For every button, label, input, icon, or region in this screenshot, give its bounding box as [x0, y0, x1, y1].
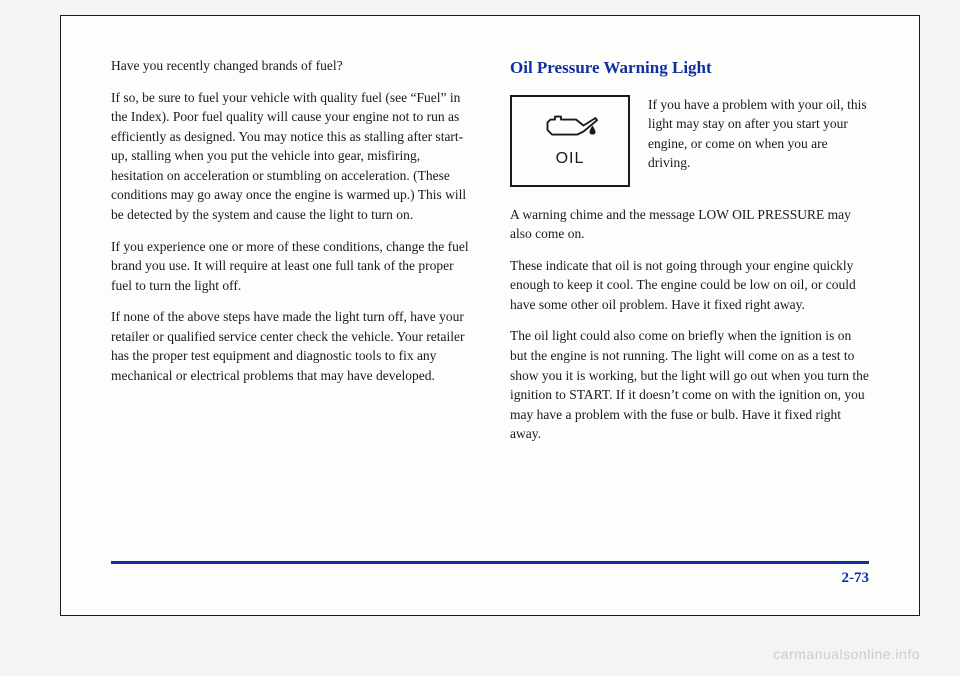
content-columns: Have you recently changed brands of fuel…: [111, 56, 869, 535]
icon-row: OIL If you have a problem with your oil,…: [510, 95, 869, 187]
watermark: carmanualsonline.info: [773, 646, 920, 662]
oil-icon-label: OIL: [556, 147, 585, 170]
section-heading: Oil Pressure Warning Light: [510, 56, 869, 81]
oil-can-icon: [540, 111, 600, 143]
oil-icon-text: If you have a problem with your oil, thi…: [648, 95, 869, 173]
page-footer: 2-73: [111, 561, 869, 587]
left-p1: Have you recently changed brands of fuel…: [111, 56, 470, 76]
page-number: 2-73: [111, 570, 869, 587]
right-column: Oil Pressure Warning Light OIL If you ha…: [510, 56, 869, 535]
right-p1: A warning chime and the message LOW OIL …: [510, 205, 869, 244]
left-p3: If you experience one or more of these c…: [111, 237, 470, 296]
left-column: Have you recently changed brands of fuel…: [111, 56, 470, 535]
right-p2: These indicate that oil is not going thr…: [510, 256, 869, 315]
left-p2: If so, be sure to fuel your vehicle with…: [111, 88, 470, 225]
right-p3: The oil light could also come on briefly…: [510, 326, 869, 443]
oil-icon-box: OIL: [510, 95, 630, 187]
footer-line: [111, 561, 869, 564]
page-frame: Have you recently changed brands of fuel…: [60, 15, 920, 616]
left-p4: If none of the above steps have made the…: [111, 307, 470, 385]
